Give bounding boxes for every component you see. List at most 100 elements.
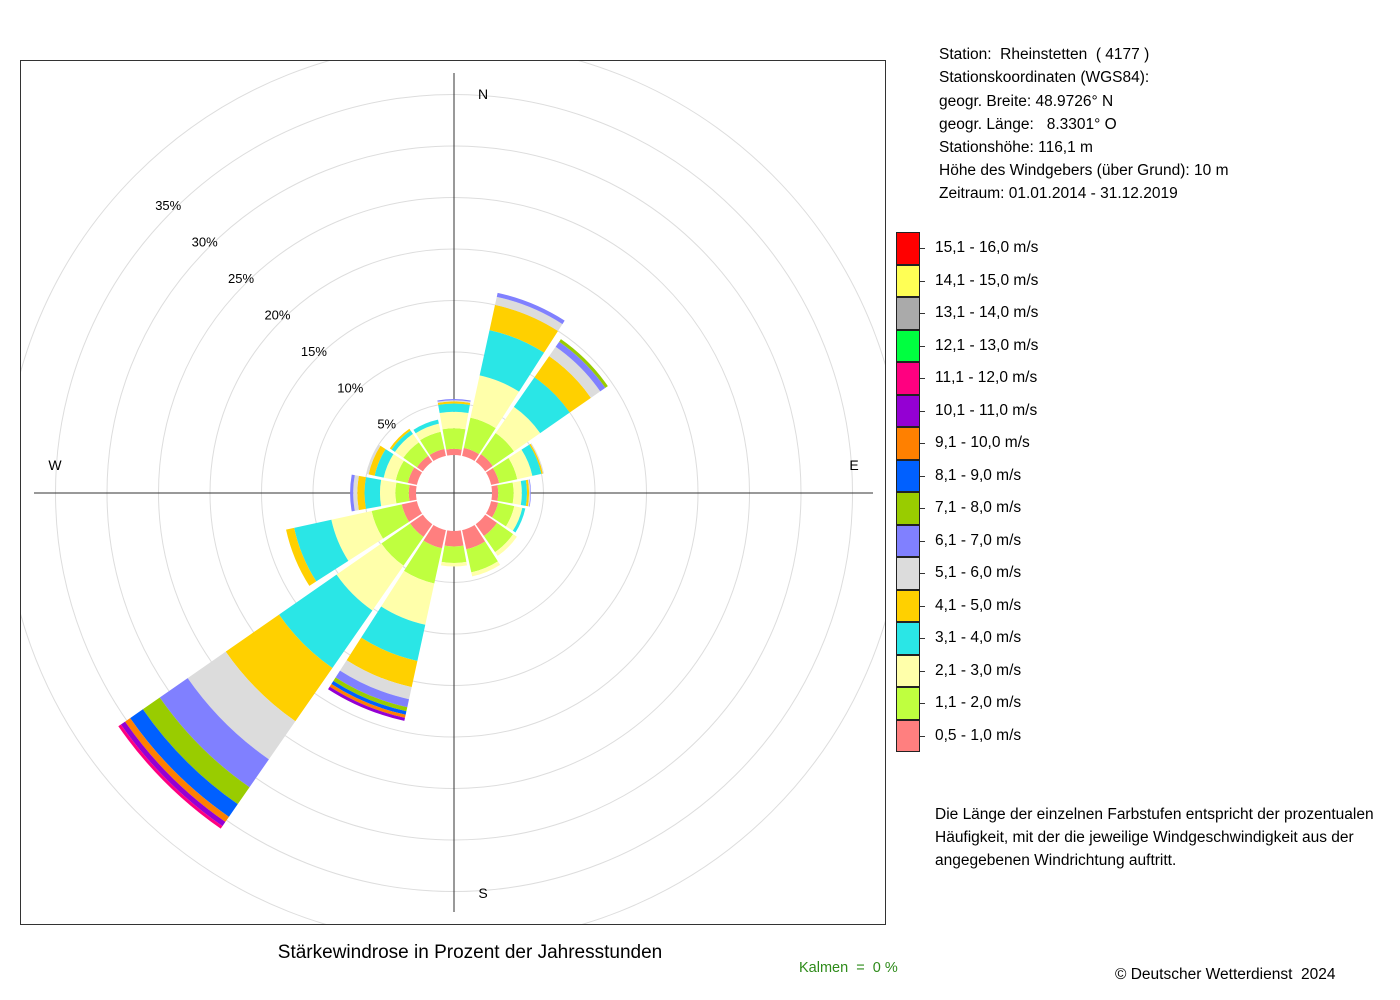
sector-ssw-band-7 [335, 670, 410, 708]
legend-tick-8 [920, 508, 925, 510]
sector-nnw-band-4 [413, 419, 439, 434]
sector-se-band-1 [475, 514, 498, 537]
sector-e-band-1 [491, 485, 499, 501]
radial-tick-label-30: 30% [192, 235, 218, 250]
latitude-line: geogr. Breite: 48.9726° N [939, 93, 1114, 110]
sector-n-band-2 [442, 428, 466, 450]
sector-ene-band-4 [521, 444, 542, 476]
sector-sw-band-11 [120, 721, 226, 827]
sector-wsw-band-4 [294, 519, 349, 582]
calm-percentage-label: Kalmen = 0 % [799, 960, 898, 976]
sector-nnw-band-2 [420, 431, 445, 455]
sector-ese-band-2 [492, 502, 515, 527]
legend-swatch-6 [896, 557, 920, 590]
legend-swatch-8 [896, 492, 920, 525]
sector-s [440, 530, 468, 567]
legend-label-2: 1,1 - 2,0 m/s [935, 694, 1022, 712]
legend-label-11: 10,1 - 11,0 m/s [935, 401, 1038, 419]
sector-ne-band-2 [480, 433, 514, 467]
wind-sectors [118, 292, 608, 829]
sector-sse-band-2 [466, 541, 498, 573]
sector-n-band-3 [439, 411, 469, 430]
sector-ne-band-8 [559, 339, 608, 388]
sector-sw-band-7 [159, 678, 269, 788]
longitude-line: geogr. Länge: 8.3301° O [939, 116, 1117, 133]
sensor-height-line: Höhe des Windgebers (über Grund): 10 m [939, 162, 1229, 179]
sector-sw-band-5 [225, 614, 333, 722]
sector-ne-band-5 [534, 356, 591, 413]
cardinal-n-label: N [478, 86, 488, 102]
sector-wsw-band-2 [371, 504, 410, 539]
chart-title: Stärkewindrose in Prozent der Jahresstun… [277, 942, 663, 963]
sector-sw-band-1 [410, 514, 433, 537]
sector-ese [485, 501, 526, 533]
legend-label-6: 5,1 - 6,0 m/s [935, 564, 1022, 582]
sector-ese-band-3 [505, 506, 523, 531]
legend-label-5: 4,1 - 5,0 m/s [935, 596, 1022, 614]
legend-swatch-10 [896, 427, 920, 460]
sector-e-band-3 [512, 480, 522, 506]
radial-tick-label-10: 10% [337, 380, 363, 395]
sector-n [437, 398, 471, 456]
sector-e-band-4 [520, 480, 528, 506]
legend-swatch-2 [896, 687, 920, 720]
sector-sw-band-10 [125, 718, 229, 822]
sector-n-band-4 [438, 403, 470, 414]
legend-tick-1 [920, 735, 925, 737]
sector-e-band-2 [497, 482, 514, 504]
legend-label-14: 13,1 - 14,0 m/s [935, 304, 1039, 322]
sector-ssw-band-8 [333, 677, 408, 712]
sector-ne-band-7 [555, 341, 606, 392]
sector-nw [389, 428, 433, 472]
sector-ssw-band-1 [423, 524, 446, 549]
legend-swatch-13 [896, 329, 920, 362]
legend-swatch-3 [896, 654, 920, 687]
legend-label-8: 7,1 - 8,0 m/s [935, 499, 1022, 517]
sector-nne-band-6 [495, 296, 563, 332]
legend-tick-4 [920, 638, 925, 640]
sector-ene-band-1 [485, 468, 500, 485]
copyright-notice: © Deutscher Wetterdienst 2024 [1115, 966, 1336, 983]
sector-se-band-3 [495, 534, 517, 556]
legend-label-16: 15,1 - 16,0 m/s [935, 239, 1039, 257]
sector-sse [462, 524, 501, 577]
sector-w-band-5 [357, 475, 366, 511]
sector-se [475, 514, 517, 556]
sector-w [350, 474, 417, 512]
sector-ssw-band-5 [346, 637, 418, 688]
sector-ene [485, 443, 544, 485]
sector-ssw-band-3 [381, 570, 435, 625]
sector-nw-band-4 [391, 430, 413, 452]
sector-nne-band-5 [489, 304, 558, 353]
sector-wnw-band-5 [368, 445, 386, 476]
sector-sw-band-9 [130, 709, 238, 817]
period-line: Zeitraum: 01.01.2014 - 31.12.2019 [939, 185, 1178, 202]
sector-w-band-7 [350, 474, 355, 512]
legend-tick-3 [920, 670, 925, 672]
radial-tick-label-35: 35% [155, 198, 181, 213]
legend-tick-5 [920, 605, 925, 607]
legend-swatch-1 [896, 719, 920, 752]
legend-swatch-5 [896, 589, 920, 622]
sector-ne-band-4 [513, 377, 570, 434]
sector-ne-band-3 [495, 406, 541, 452]
sector-wnw [366, 444, 423, 485]
legend-tick-10 [920, 443, 925, 445]
sector-nne [462, 292, 565, 462]
sector-sw-band-4 [279, 574, 373, 668]
cardinal-w-label: W [48, 457, 62, 473]
legend-label-4: 3,1 - 4,0 m/s [935, 629, 1022, 647]
radial-tick-label-15: 15% [301, 344, 327, 359]
cardinal-s-label: S [478, 885, 487, 901]
wind-rose-plot-area: N E S W 5% 10% 15% 20% 25% 30% 35% Kalmen = 0 % [20, 60, 898, 976]
sector-ssw-band-6 [339, 660, 412, 700]
legend-tick-11 [920, 410, 925, 412]
legend-label-10: 9,1 - 10,0 m/s [935, 434, 1030, 452]
legend-label-3: 2,1 - 3,0 m/s [935, 661, 1022, 679]
sector-e [491, 479, 531, 507]
sector-sw-band-2 [381, 523, 424, 566]
legend-tick-7 [920, 540, 925, 542]
sector-s-band-3 [440, 561, 468, 567]
sector-ene-band-2 [492, 458, 518, 484]
sector-ssw-band-10 [329, 684, 406, 718]
